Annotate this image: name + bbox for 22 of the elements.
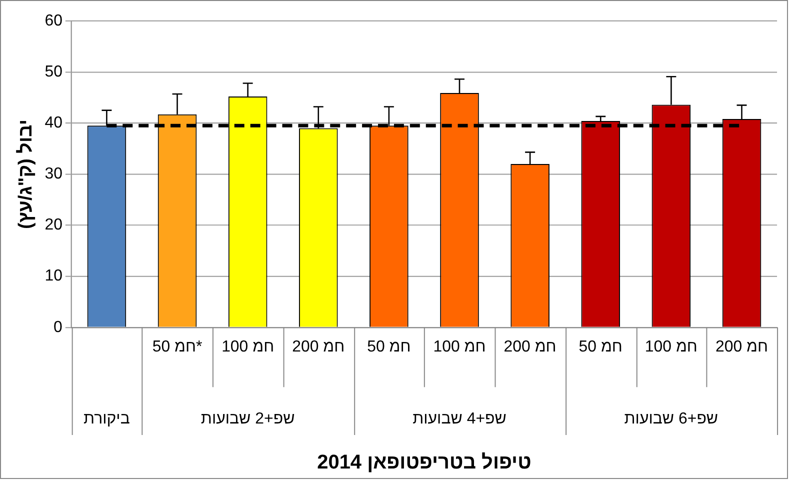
x-tick-label: 100 חמ xyxy=(644,338,698,356)
y-tick-label: 30 xyxy=(44,166,63,183)
x-axis-title: טיפול בטריפטופאן 2014 xyxy=(317,451,532,474)
y-tick-label: 50 xyxy=(44,63,63,80)
x-tick-label: 200 חמ xyxy=(292,338,345,356)
x-tick-label: 50 חמ xyxy=(367,338,411,356)
text: שפ+6 שבועות xyxy=(624,410,718,428)
text: ביקורת xyxy=(84,410,130,428)
x-tick-label: 100 חמ xyxy=(433,338,486,356)
y-axis-title: יבול (ק"ג/עץ) xyxy=(16,119,37,229)
y-tick-label: 20 xyxy=(44,216,63,234)
y-tick-label: 40 xyxy=(44,114,63,132)
x-tick-label: 200 חמ xyxy=(715,338,768,356)
x-tick-label: 200 חמ xyxy=(504,338,556,356)
text: שפ+2 שבועות xyxy=(200,410,295,428)
x-tick-label: 50 חמ* xyxy=(152,338,202,356)
text: שפ+4 שבועות xyxy=(412,410,506,428)
x-tick-label: 50 חמ xyxy=(578,338,622,356)
y-tick-label: 60 xyxy=(44,12,63,30)
y-tick-label: 0 xyxy=(54,318,63,336)
y-tick-label: 10 xyxy=(44,268,63,285)
x-tick-label: 100 חמ xyxy=(222,338,274,356)
